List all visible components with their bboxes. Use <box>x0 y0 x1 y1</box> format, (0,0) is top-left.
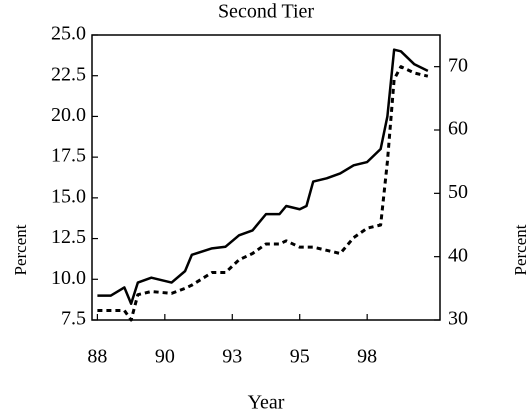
data-line <box>97 65 429 322</box>
chart-title: Second Tier <box>218 1 314 23</box>
x-tick-label: 93 <box>222 346 242 368</box>
y2-axis-label: Percent <box>511 224 529 275</box>
x-tick-label: 90 <box>155 346 175 368</box>
y-tick-label: 25.0 <box>51 23 86 45</box>
y-tick-label: 7.5 <box>61 308 86 330</box>
x-tick-label: 88 <box>87 346 107 368</box>
y2-tick-label: 50 <box>448 181 468 203</box>
data-line <box>97 48 429 305</box>
y2-tick-label: 30 <box>448 308 468 330</box>
y-tick-label: 22.5 <box>51 63 86 85</box>
plot-frame <box>91 34 441 321</box>
x-tick-label: 98 <box>357 346 377 368</box>
y-tick-label: 20.0 <box>51 104 86 126</box>
y2-tick-label: 60 <box>448 118 468 140</box>
x-axis-label: Year <box>248 392 285 414</box>
y-axis-label: Percent <box>11 224 30 275</box>
y-tick-label: 12.5 <box>51 226 86 248</box>
y-tick-label: 10.0 <box>51 267 86 289</box>
y2-tick-label: 40 <box>448 244 468 266</box>
x-tick-label: 95 <box>290 346 310 368</box>
y-tick-label: 15.0 <box>51 185 86 207</box>
y-tick-label: 17.5 <box>51 145 86 167</box>
y2-tick-label: 70 <box>448 54 468 76</box>
